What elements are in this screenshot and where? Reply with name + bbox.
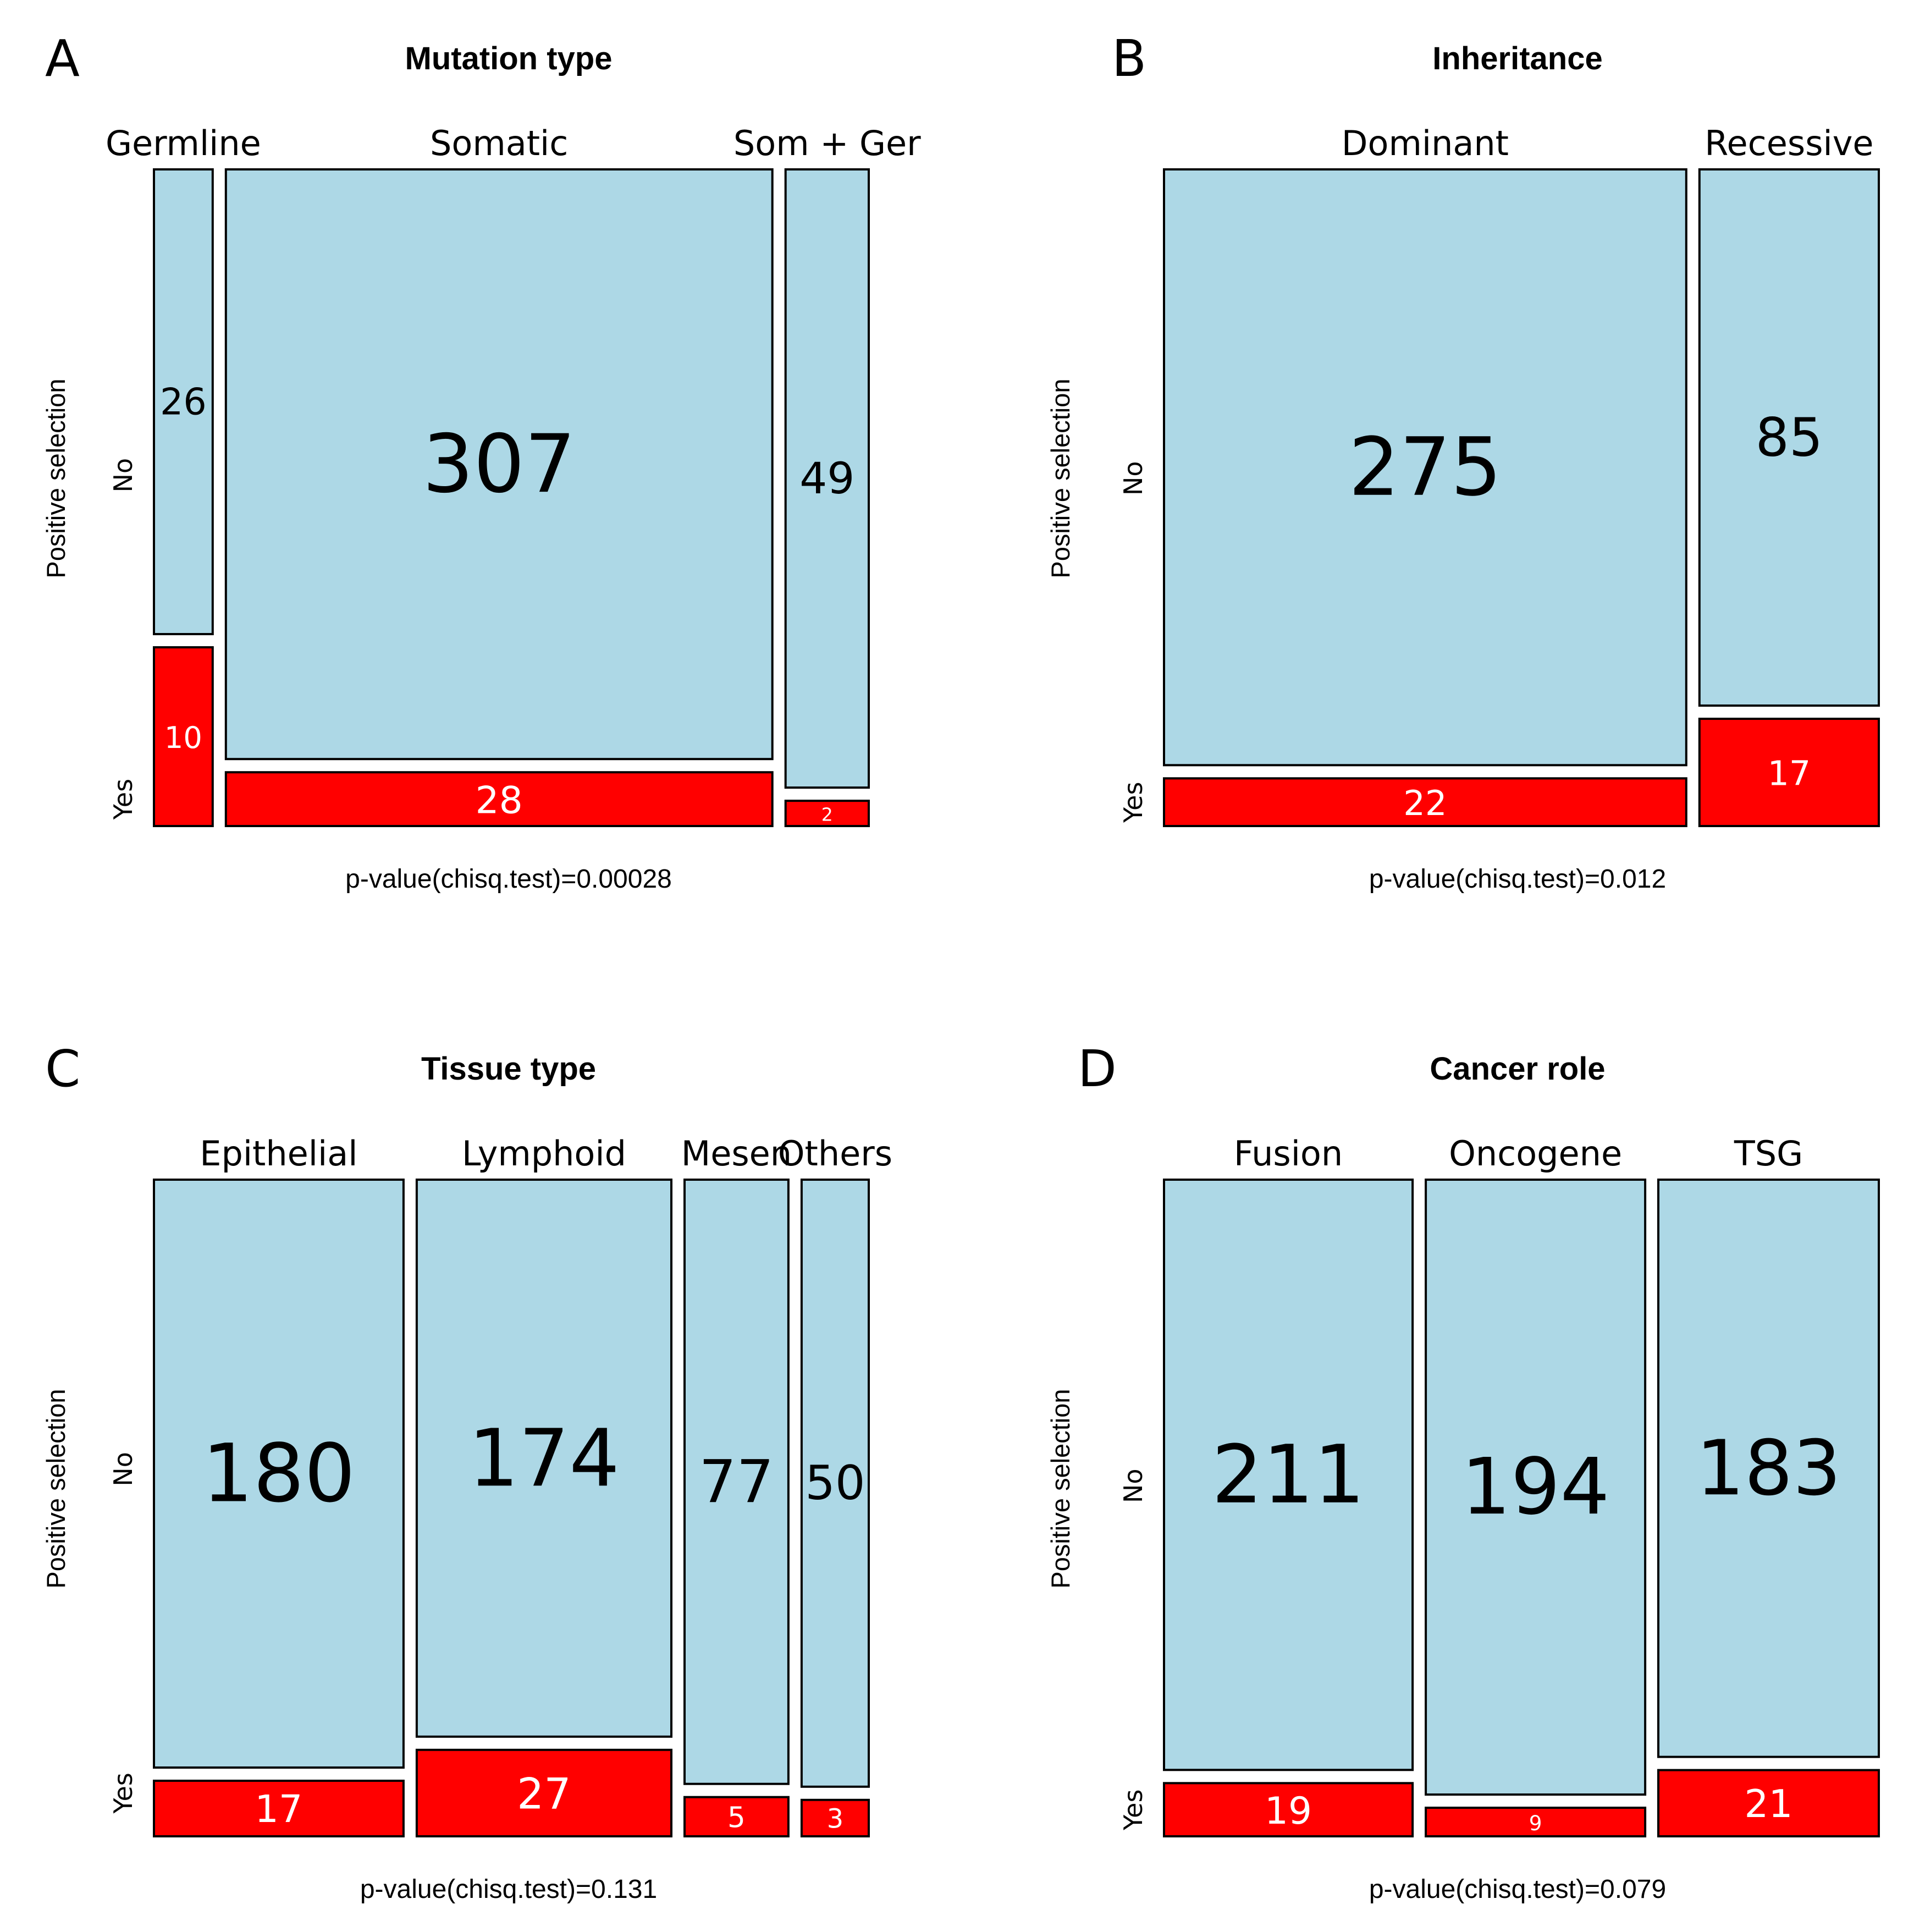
y-axis-label: Positive selection [41,1389,70,1588]
row-label-no: No [108,458,138,493]
category-label: Dominant [1342,123,1509,163]
cell-value-no: 50 [805,1456,865,1511]
cell-value-no: 194 [1461,1442,1610,1532]
panel-title: Inheritance [1432,41,1602,76]
mosaic-cells: Fusion 211 19 Oncogene 194 9 TSG 183 21 No Yes [1118,1133,1880,1838]
row-label-yes: Yes [1118,782,1148,823]
mosaic-cell-no [683,1179,790,1785]
row-label-no: No [1118,461,1148,496]
panel-d: D Cancer role Positive selection p-value… [1046,1039,1880,1904]
mosaic-cell-no [415,1179,673,1738]
cell-value-yes: 17 [255,1788,302,1831]
mosaic-cell-no [784,168,870,789]
mosaic-cell-yes [1425,1807,1647,1837]
row-label-yes: Yes [108,779,138,820]
category-label: Lymphoid [462,1133,626,1174]
mosaic-cell-yes [1163,777,1687,828]
cell-value-no: 275 [1349,421,1502,514]
cell-value-no: 85 [1756,407,1823,469]
y-axis-label: Positive selection [1046,1389,1075,1588]
row-label-yes: Yes [1118,1790,1148,1831]
p-value-footnote: p-value(chisq.test)=0.079 [1369,1875,1666,1904]
row-label-yes: Yes [108,1773,138,1814]
mosaic-cell-no [1163,1179,1414,1771]
mosaic-cell-no [1425,1179,1647,1796]
mosaic-cell-yes [153,1780,405,1837]
cell-value-no: 174 [468,1412,620,1504]
cell-value-yes: 17 [1768,754,1811,794]
cell-value-yes: 9 [1529,1811,1542,1835]
mosaic-cell-no [224,168,774,761]
mosaic-cells: Dominant 275 22 Recessive 85 17 No Yes [1118,123,1880,828]
cell-value-yes: 21 [1744,1782,1792,1826]
panel-letter: A [45,29,80,88]
cell-value-yes: 2 [821,804,833,825]
p-value-footnote: p-value(chisq.test)=0.131 [360,1875,657,1904]
mosaic-cell-yes [784,800,870,827]
panel-c: C Tissue type Positive selection p-value… [41,1039,892,1904]
panel-letter: D [1078,1039,1117,1098]
panel-letter: C [45,1039,80,1098]
cell-value-no: 180 [202,1427,356,1521]
mosaic-cells: Epithelial 180 17 Lymphoid 174 27 Mesen 77 5 Othe… [108,1133,892,1838]
panel-b: B Inheritance Positive selection p-value… [1046,29,1880,894]
mosaic-cells: Germline 26 10 Somatic 307 28 Som + Ger 49 2 No Ye… [106,123,921,827]
category-label: Mesen [681,1133,792,1174]
cell-value-yes: 28 [476,779,523,822]
cell-value-no: 307 [422,417,576,511]
cell-value-no: 211 [1212,1428,1365,1522]
mosaic-cell-yes [1163,1782,1414,1838]
cell-value-yes: 22 [1403,783,1447,823]
panel-title: Cancer role [1430,1051,1605,1087]
category-label: Oncogene [1449,1133,1622,1174]
cell-value-yes: 27 [517,1769,571,1819]
panel-a: A Mutation type Positive selection p-val… [41,29,921,894]
cell-value-no: 77 [699,1447,774,1516]
row-label-no: No [1118,1468,1148,1503]
category-label: Recessive [1705,123,1873,163]
category-label: Germline [106,123,261,163]
mosaic-cell-yes [415,1748,673,1838]
p-value-footnote: p-value(chisq.test)=0.00028 [345,865,672,894]
category-label: Others [778,1133,892,1174]
cell-value-no: 183 [1696,1424,1841,1512]
mosaic-cell-yes [683,1796,790,1837]
p-value-footnote: p-value(chisq.test)=0.012 [1369,865,1666,894]
category-label: Som + Ger [733,123,921,163]
y-axis-label: Positive selection [1046,378,1075,578]
mosaic-cell-no [1657,1179,1880,1758]
mosaic-cell-yes [1698,718,1880,827]
panel-letter: B [1112,29,1146,88]
category-label: Fusion [1234,1133,1343,1174]
mosaic-cell-yes [153,646,214,827]
row-label-no: No [108,1452,138,1487]
mosaic-cell-no [1698,168,1880,707]
mosaic-cell-no [153,1179,405,1769]
mosaic-cell-yes [800,1798,870,1838]
y-axis-label: Positive selection [41,378,70,578]
panel-title: Tissue type [421,1051,596,1087]
category-label: TSG [1734,1133,1803,1174]
mosaic-cell-yes [224,771,774,827]
cell-value-yes: 10 [164,720,202,755]
mosaic-cell-no [800,1179,870,1788]
cell-value-yes: 5 [727,1801,746,1834]
panel-title: Mutation type [405,41,613,76]
mosaic-cell-no [1163,168,1687,767]
cell-value-yes: 19 [1265,1789,1312,1832]
category-label: Epithelial [200,1133,357,1174]
mosaic-cell-no [153,168,214,635]
cell-value-yes: 3 [827,1804,843,1834]
cell-value-no: 26 [160,381,207,423]
cell-value-no: 49 [799,453,854,504]
mosaic-cell-yes [1657,1769,1880,1837]
category-label: Somatic [430,123,568,163]
